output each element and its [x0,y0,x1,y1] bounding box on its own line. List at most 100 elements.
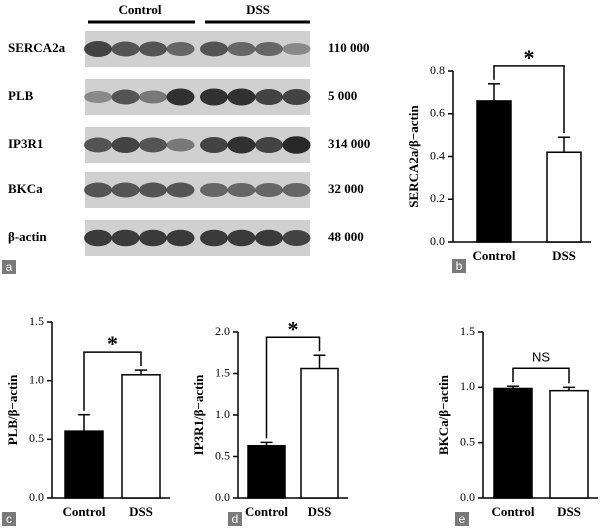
y-tick-label: 0.5 [460,434,475,448]
row-label: IP3R1 [8,136,43,151]
x-tick-label: Control [245,504,288,519]
y-tick-label: 1.0 [215,407,230,421]
panel-letter: c [6,512,12,526]
x-tick-label: DSS [552,248,576,263]
y-tick-label: 1.0 [460,379,475,393]
panel-box [2,512,16,526]
x-tick-label: Control [491,504,534,519]
panel-box [455,512,469,526]
band [227,88,256,106]
band [111,229,140,247]
y-tick-label: 0.0 [460,490,475,504]
y-tick-label: 0.5 [215,448,230,462]
band [84,41,112,57]
x-tick-label: DSS [129,504,153,519]
y-tick-label: 0.6 [430,106,445,120]
bar [300,367,339,499]
bar [247,444,286,499]
band [84,137,112,153]
group-label: DSS [246,2,270,17]
band [166,138,195,152]
y-tick-label: 0.0 [215,490,230,504]
y-tick-label: 0.5 [29,431,44,445]
row-label: SERCA2a [8,40,66,55]
band [200,137,228,153]
bar [476,100,512,243]
y-axis-label: PLB/β−actin [5,374,20,445]
panel-letter: e [459,512,466,526]
band [84,229,112,247]
band [227,229,256,247]
significance-bracket [83,351,142,411]
bar [493,387,533,499]
band [166,182,195,198]
y-tick-label: 0.0 [29,490,44,504]
annotation: * [288,316,299,341]
panel-letter: d [232,512,239,526]
row-label: β-actin [8,229,47,244]
y-tick-label: 0.8 [430,63,445,77]
y-tick-label: 0.4 [430,148,445,162]
band [227,42,256,56]
y-axis-label: SERCA2a/β−actin [406,105,421,208]
band [255,137,283,153]
row-weight: 314 000 [328,136,370,151]
band [139,41,167,57]
y-tick-label: 0.2 [430,191,445,205]
x-tick-label: Control [62,504,105,519]
band [200,41,228,57]
significance-bracket [493,65,565,134]
band [139,137,167,153]
band [111,182,140,198]
annotation: * [524,45,535,70]
annotation: * [107,331,118,356]
band [282,136,311,154]
x-tick-label: DSS [557,504,581,519]
band [255,183,283,197]
band [139,229,167,247]
bar [64,430,104,499]
y-axis-label: IP3R1/β−actin [191,374,206,455]
panel-box [452,259,466,273]
x-tick-label: DSS [308,504,332,519]
significance-bracket [512,367,570,384]
bar [121,374,161,499]
panel-box [2,260,16,274]
band [139,182,167,198]
y-tick-label: 0.0 [430,234,445,248]
x-tick-label: Control [472,248,515,263]
panel-box [228,512,242,526]
band [282,230,311,246]
band [166,229,195,247]
group-label: Control [118,2,161,17]
bar [546,151,582,243]
band [282,183,311,197]
band [200,229,228,247]
band [255,229,283,247]
y-tick-label: 1.5 [215,365,230,379]
band [282,89,311,105]
annotation: NS [532,350,550,365]
band [111,89,140,105]
band [111,41,140,57]
band [255,89,283,105]
band [200,183,228,197]
bar [549,389,589,499]
band [166,88,195,106]
band [84,182,112,198]
significance-bracket [265,336,321,439]
band [227,136,256,154]
band [166,42,195,56]
band [255,42,283,56]
band [227,183,256,197]
panel-letter: b [456,259,463,273]
band [282,43,311,55]
y-tick-label: 1.5 [29,314,44,328]
row-weight: 5 000 [328,88,357,103]
band [111,137,140,153]
band [84,91,112,103]
y-tick-label: 1.0 [29,372,44,386]
band [139,90,167,104]
row-label: BKCa [8,181,43,196]
panel-letter: a [6,260,13,274]
